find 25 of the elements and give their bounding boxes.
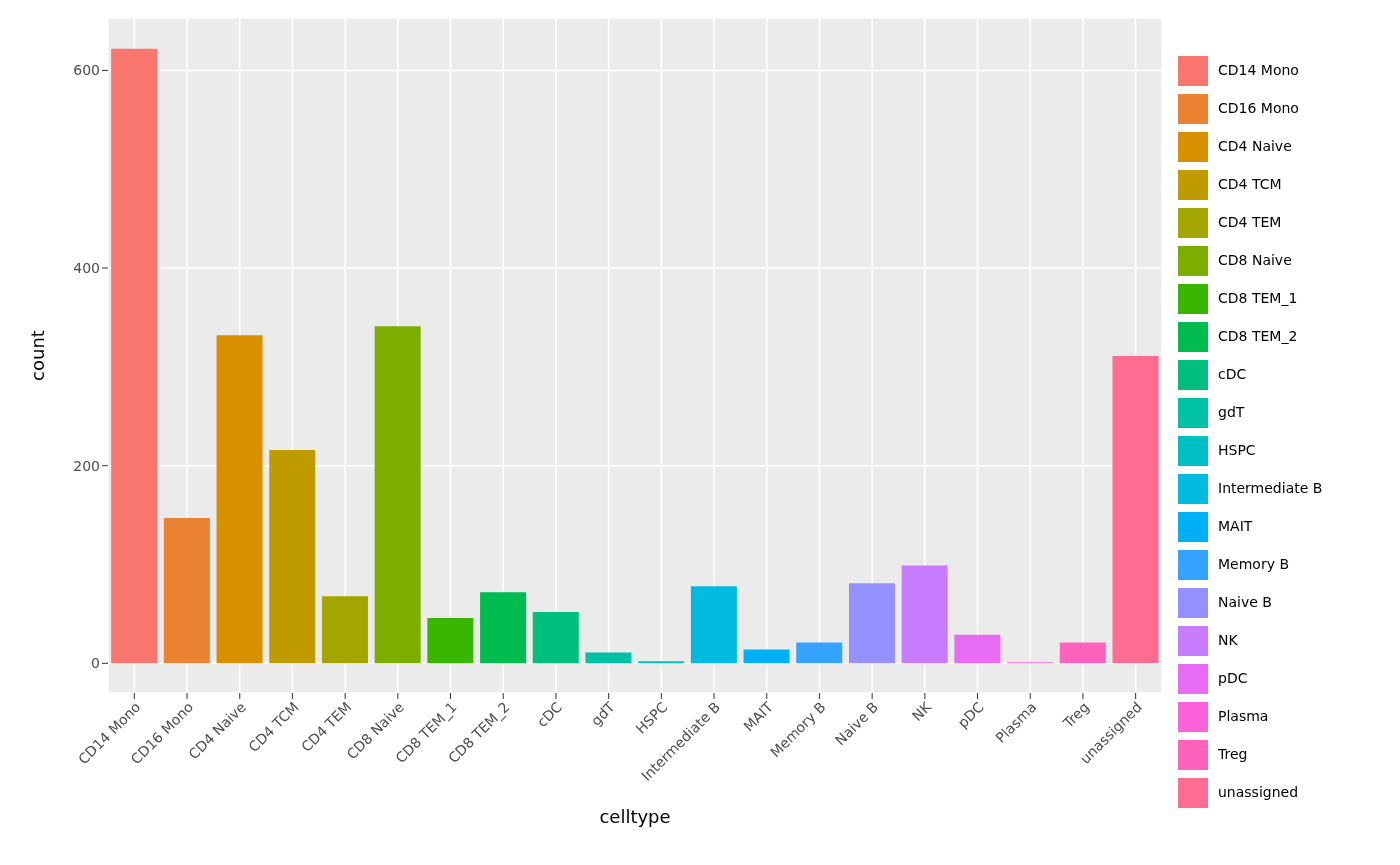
legend-label: pDC (1218, 669, 1248, 686)
legend-label: CD14 Mono (1218, 61, 1299, 78)
x-axis-title: celltype (599, 806, 671, 827)
legend-label: CD4 TCM (1218, 175, 1282, 192)
legend-label: Intermediate B (1218, 479, 1323, 496)
legend-label: CD16 Mono (1218, 99, 1299, 116)
legend-label: CD4 TEM (1218, 213, 1282, 230)
y-tick-label: 600 (73, 62, 100, 79)
legend-label: gdT (1218, 403, 1245, 420)
y-axis-title: count (27, 330, 49, 381)
x-tick-label: NK (908, 698, 935, 725)
legend-label: cDC (1218, 365, 1247, 382)
legend-label: NK (1218, 631, 1238, 648)
legend-label: CD8 TEM_1 (1218, 289, 1298, 306)
legend-label: CD4 Naive (1218, 137, 1292, 154)
legend-label: HSPC (1218, 441, 1256, 458)
y-tick-label: 0 (91, 655, 100, 672)
legend-label: CD8 TEM_2 (1218, 327, 1298, 344)
legend-label: CD8 Naive (1218, 251, 1292, 268)
legend-label: unassigned (1218, 783, 1299, 800)
legend-label: Memory B (1218, 555, 1289, 572)
legend-label: MAIT (1218, 517, 1253, 534)
y-tick-label: 200 (73, 457, 100, 474)
legend-label: Naive B (1218, 593, 1272, 610)
y-tick-label: 400 (73, 260, 100, 277)
